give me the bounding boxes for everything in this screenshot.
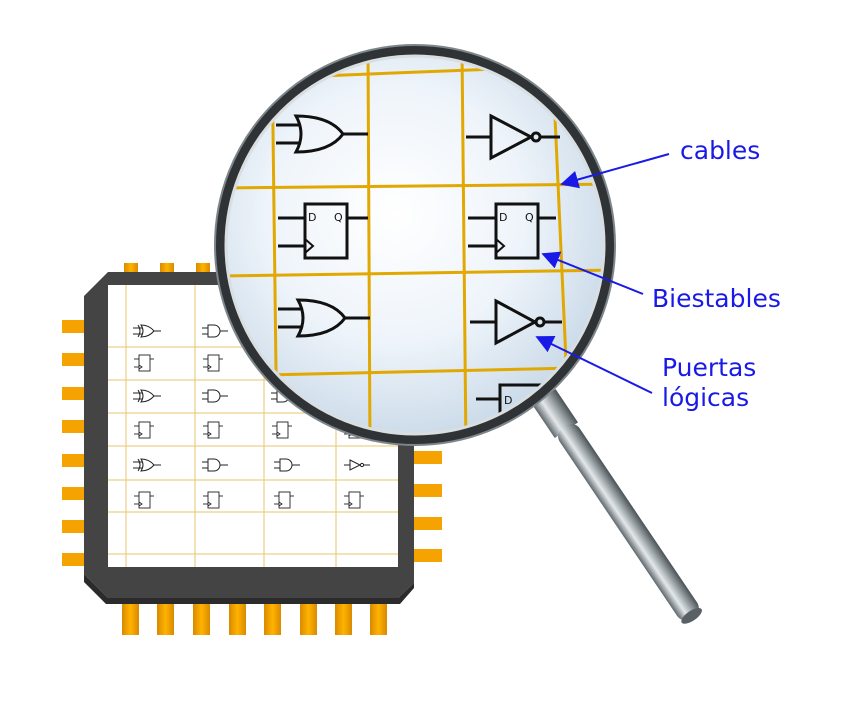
- arrow-cables: [560, 153, 670, 189]
- d-flipflop-icon: D Q: [468, 202, 556, 260]
- flipflop-d-label: D: [504, 394, 512, 407]
- flipflop-d-label: D: [499, 211, 507, 224]
- flipflop-d-label: D: [308, 211, 316, 224]
- d-flipflop-icon: D Q: [278, 202, 368, 260]
- not-gate-icon: [466, 113, 560, 161]
- label-wires: cables: [680, 136, 761, 165]
- label-logic-gates: Puertas lógicas: [662, 353, 756, 413]
- label-flip-flops: Biestables: [652, 284, 781, 313]
- flipflop-q-label: Q: [525, 211, 534, 224]
- label-logic-gates-line2: lógicas: [662, 383, 750, 412]
- flipflop-q-label: Q: [334, 211, 343, 224]
- not-gate-icon: [470, 298, 562, 346]
- or-gate-icon: [276, 114, 368, 154]
- magnifier-icon: D Q D Q: [214, 44, 702, 624]
- label-logic-gates-line1: Puertas: [662, 353, 757, 382]
- arrow-puertas: [535, 336, 653, 394]
- or-gate-icon: [278, 298, 370, 338]
- arrow-biestables: [541, 251, 644, 295]
